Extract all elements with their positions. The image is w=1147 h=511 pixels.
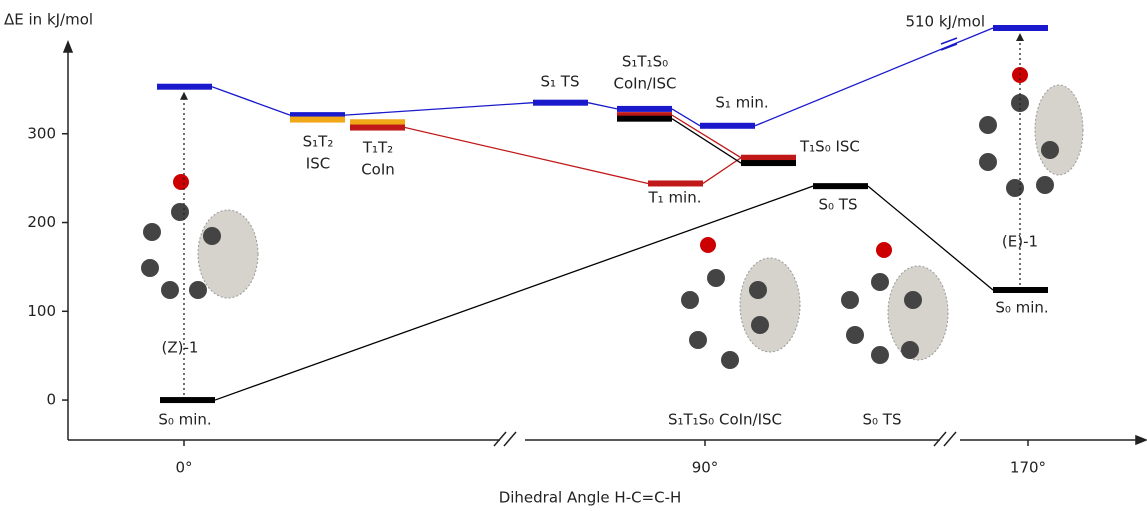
x-tick-label: 170° [1010,459,1046,477]
chart: ΔE in kJ/mol Dihedral Angle H-C=C-H (Z)-… [0,0,1147,511]
axis-break [494,432,956,446]
level-label: CoIn [361,161,395,179]
connector [703,158,741,184]
energy-level [160,397,215,403]
energy-level [993,287,1048,293]
energy-level [648,180,703,186]
y-tick-label: 200 [27,213,56,231]
level-label: T₁ min. [648,189,702,207]
arrow-head [1016,33,1024,41]
y-tick-label: 300 [27,124,56,142]
energy-level [617,116,672,122]
energy-level [617,106,672,112]
annotation: (E)-1 [1002,233,1038,251]
energy-level [700,123,755,129]
arrow-head [180,92,188,100]
level-label: S₁T₂ [303,133,334,151]
level-label: S₁ min. [715,94,768,112]
annotation: (Z)-1 [162,339,199,357]
connector [345,103,533,115]
level-label: S₀ TS [819,196,858,214]
level-label: CoIn/ISC [613,75,676,93]
y-tick-label: 100 [27,302,56,320]
connector [672,115,741,158]
energy-level [741,160,796,166]
connector [588,103,617,109]
energy-level [741,155,796,161]
y-axis-label: ΔE in kJ/mol [4,11,93,29]
connector [755,28,993,126]
energy-level [533,100,588,106]
level-label: ISC [306,155,330,173]
level-label: T₁S₀ ISC [799,138,860,156]
page: ΔE in kJ/mol Dihedral Angle H-C=C-H (Z)-… [0,0,1147,511]
x-tick-label: 0° [175,459,192,477]
connector [405,128,648,184]
level-label: S₀ min. [158,411,211,429]
level-label: T₁T₂ [362,139,393,157]
arrow [64,42,72,52]
connector [212,87,290,115]
energy-level [157,84,212,90]
y-tick-label: 0 [46,391,56,409]
x-tick-label: 90° [692,459,719,477]
energy-level [993,25,1048,31]
energy-level [813,183,868,189]
level-label: 510 kJ/mol [905,13,985,31]
arrow [1136,436,1146,444]
level-label: S₁T₁S₀ [622,53,668,71]
connector [215,186,813,400]
energy-level [290,117,345,123]
level-label: S₁ TS [541,73,580,91]
annotation: S₁T₁S₀ CoIn/ISC [668,411,782,429]
annotation: S₀ TS [863,411,902,429]
energy-level [350,125,405,131]
x-axis-label: Dihedral Angle H-C=C-H [499,489,682,507]
level-label: S₀ min. [995,299,1048,317]
energy-level [350,119,405,125]
